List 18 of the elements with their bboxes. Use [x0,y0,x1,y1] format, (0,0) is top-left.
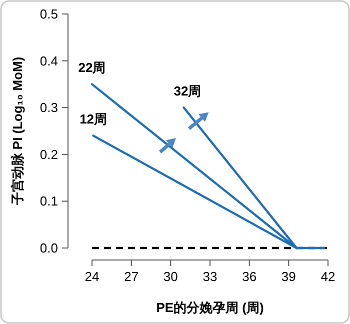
x-tick-label: 24 [84,269,100,284]
y-axis-title: 子宫动脉 PI (Log₁₀ MoM) [10,56,25,206]
x-tick-label: 30 [163,269,178,284]
x-tick-label: 42 [320,269,336,284]
y-tick-label: 0.0 [40,240,58,256]
y-tick-label: 0.1 [40,194,58,209]
x-tick-label: 36 [242,269,257,284]
x-tick-label: 27 [124,269,139,284]
x-tick-label: 33 [202,269,218,284]
series-label: 12周 [80,112,108,127]
y-tick-label: 0.2 [40,146,58,162]
series-label: 22周 [78,60,106,76]
y-tick-label: 0.4 [40,53,58,68]
y-tick-label: 0.3 [40,100,58,116]
x-axis-title: PE的分娩孕周 (周) [156,300,264,315]
y-tick-label: 0.5 [40,6,58,22]
x-tick-label: 39 [281,269,296,284]
series-label: 32周 [174,84,202,99]
